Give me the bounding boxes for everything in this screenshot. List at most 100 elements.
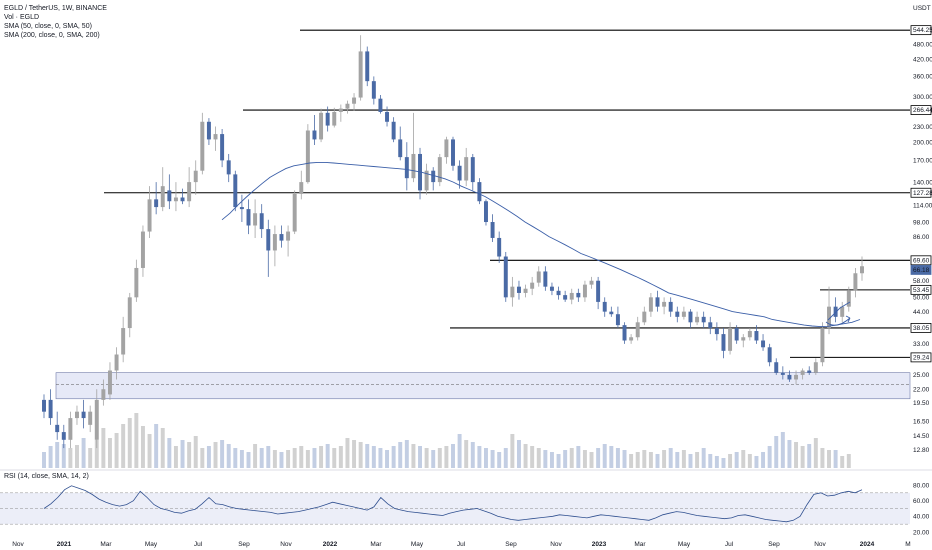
- annotation-arrow: [827, 301, 851, 321]
- time-tick-label: Mar: [100, 541, 112, 548]
- candle-body: [48, 399, 53, 419]
- volume-bar: [48, 446, 53, 468]
- candle-body: [101, 389, 106, 400]
- price-tick-label: 22.00: [913, 387, 930, 394]
- volume-bar: [358, 442, 363, 468]
- candle-body: [767, 347, 772, 363]
- volume-bar: [173, 446, 178, 468]
- candle-body: [173, 197, 178, 202]
- volume-bar: [648, 452, 653, 468]
- volume-bar: [662, 450, 667, 468]
- candle-body: [385, 111, 390, 122]
- candle-body: [134, 267, 139, 298]
- price-badge-label: 127.28: [913, 190, 932, 197]
- time-tick-label: Sep: [505, 541, 517, 548]
- volume-bar: [787, 440, 792, 468]
- volume-bar: [272, 450, 277, 468]
- volume-bar: [418, 446, 422, 468]
- candle-body: [206, 121, 211, 140]
- volume-bar: [767, 446, 772, 468]
- volume-bar: [556, 454, 561, 468]
- time-tick-label: Jul: [725, 541, 734, 548]
- candle-body: [754, 331, 759, 341]
- volume-bar: [708, 454, 713, 468]
- price-tick-label: 300.00: [913, 94, 932, 101]
- price-badge: [910, 352, 932, 363]
- candle-body: [523, 288, 528, 293]
- volume-bar: [655, 454, 660, 468]
- candle-body: [615, 314, 620, 326]
- volume-bar: [596, 448, 601, 468]
- candle-body: [75, 411, 79, 419]
- volume-bar: [681, 450, 686, 468]
- volume-bar: [206, 446, 211, 468]
- volume-bar: [728, 454, 733, 468]
- volume-bar: [741, 450, 746, 468]
- candle-body: [609, 311, 614, 315]
- candle-body: [708, 322, 713, 329]
- candle-body: [94, 399, 99, 440]
- price-badge: [910, 284, 932, 295]
- candle-body: [807, 370, 812, 373]
- volume-bar: [121, 424, 126, 468]
- candle-body: [516, 286, 521, 293]
- candle-body: [345, 103, 350, 109]
- volume-bar: [226, 444, 231, 468]
- candle-body: [259, 213, 264, 230]
- candle-body: [160, 186, 165, 208]
- volume-bar: [398, 442, 403, 468]
- volume-bar: [734, 452, 739, 468]
- volume-bar: [239, 450, 244, 468]
- time-tick-label: Nov: [12, 541, 24, 548]
- price-badge-label: 266.44: [913, 107, 932, 114]
- volume-bar: [233, 448, 238, 468]
- volume-bar: [431, 450, 436, 468]
- price-badge: [910, 187, 932, 198]
- candle-body: [688, 311, 693, 323]
- price-tick-label: 170.00: [913, 158, 932, 165]
- candle-body: [226, 160, 231, 175]
- volume-bar: [464, 440, 469, 468]
- volume-bar: [675, 452, 680, 468]
- candle-body: [860, 266, 864, 274]
- candle-body: [470, 157, 475, 183]
- volume-bar: [312, 448, 317, 468]
- volume-bar: [688, 454, 693, 468]
- time-tick-label: 2024: [860, 541, 875, 548]
- candle-body: [299, 182, 304, 194]
- volume-bar: [840, 456, 845, 468]
- price-badge: [910, 265, 932, 275]
- price-tick-label: 420.00: [913, 56, 932, 63]
- volume-bar: [794, 442, 799, 468]
- time-tick-label: Jul: [194, 541, 203, 548]
- volume-bar: [774, 436, 779, 468]
- time-tick-label: May: [411, 541, 424, 548]
- candle-body: [780, 372, 785, 375]
- candle-body: [193, 170, 198, 183]
- volume-bar: [629, 454, 634, 468]
- candle-body: [787, 374, 792, 380]
- candle-body: [272, 234, 277, 251]
- volume-bar: [411, 444, 416, 468]
- volume-bar: [107, 438, 112, 468]
- candle-body: [391, 121, 396, 140]
- candle-body: [820, 328, 825, 363]
- candle-body: [127, 297, 132, 329]
- volume-bar: [246, 452, 251, 468]
- volume-bar: [563, 450, 568, 468]
- candle-body: [424, 170, 429, 191]
- volume-bar: [497, 452, 502, 468]
- volume-bar: [721, 458, 726, 468]
- volume-bar: [820, 448, 825, 468]
- candle-body: [220, 134, 225, 161]
- volume-bar: [747, 454, 752, 468]
- candle-body: [853, 273, 858, 291]
- volume-bar: [160, 428, 165, 468]
- volume-bar: [180, 440, 185, 468]
- volume-bar: [516, 440, 521, 468]
- volume-bar: [668, 448, 673, 468]
- sma-line: [221, 161, 861, 328]
- candle-body: [140, 231, 145, 268]
- volume-bar: [543, 450, 548, 468]
